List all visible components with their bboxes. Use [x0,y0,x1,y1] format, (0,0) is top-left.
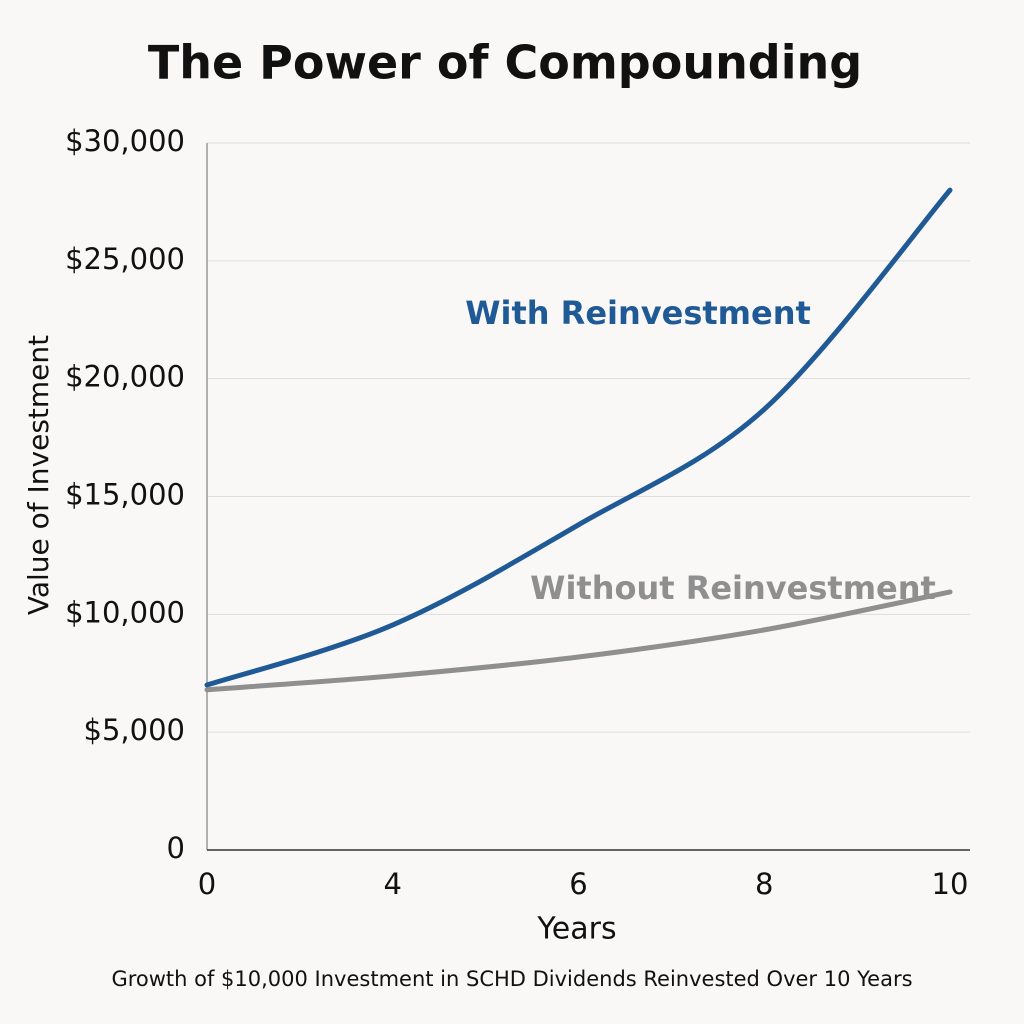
x-tick-label: 6 [569,867,587,901]
caption: Growth of $10,000 Investment in SCHD Div… [111,967,912,991]
x-axis-label: Years [536,912,616,947]
series-line [204,187,953,688]
y-tick-label: $25,000 [65,242,185,276]
y-tick-label: $5,000 [84,713,185,747]
y-tick-label: $20,000 [65,360,185,394]
y-tick-label: $30,000 [65,124,185,158]
series-label: Without Reinvestment [530,569,936,607]
y-tick-label: $15,000 [65,478,185,512]
y-axis-label: Value of Investment [22,335,55,615]
x-tick-label: 0 [198,867,216,901]
series-label: With Reinvestment [465,294,811,332]
y-tick-label: 0 [167,831,185,865]
x-tick-label: 8 [755,867,773,901]
series-line [204,589,953,693]
x-tick-label: 4 [384,867,402,901]
y-tick-label: $10,000 [65,595,185,629]
chart-title: The Power of Compounding [148,36,862,90]
x-tick-label: 10 [932,867,969,901]
